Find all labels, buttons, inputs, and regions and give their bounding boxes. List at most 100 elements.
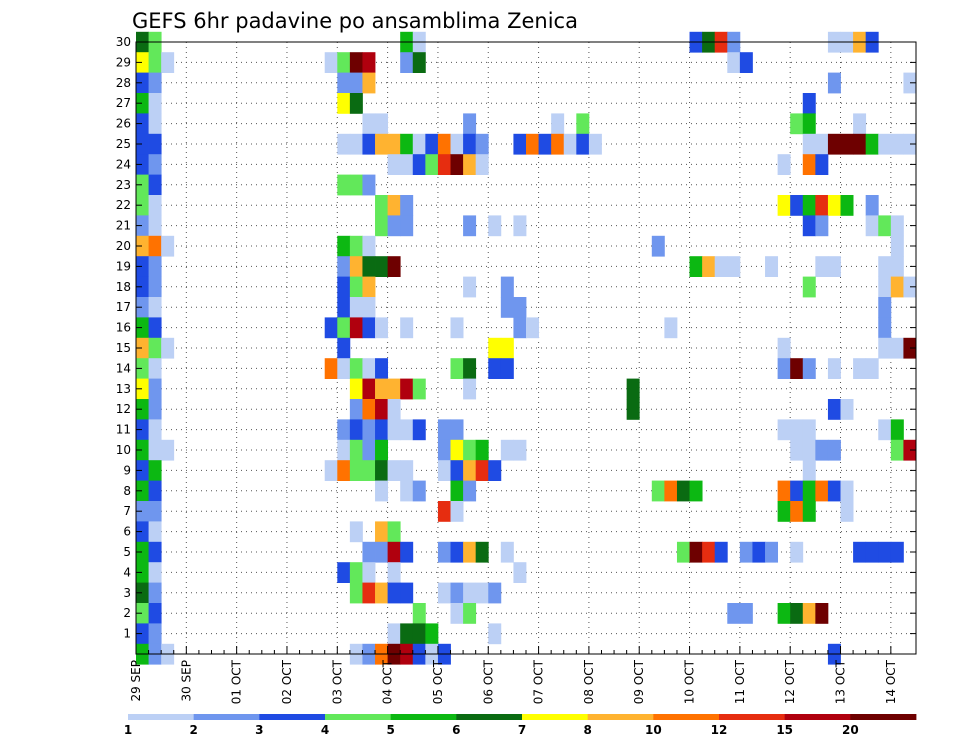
heatmap-cell	[878, 215, 892, 237]
heatmap-cell	[513, 215, 527, 237]
y-tick-label: 10	[116, 443, 131, 457]
heatmap-cell	[324, 358, 338, 379]
heatmap-cell	[349, 460, 363, 481]
heatmap-cell	[576, 133, 590, 155]
x-tick-label: 12 OCT	[783, 659, 797, 704]
heatmap-cell	[463, 276, 477, 298]
heatmap-cell	[148, 501, 162, 522]
heatmap-cell	[362, 297, 376, 318]
heatmap-cell	[148, 113, 162, 135]
y-tick-label: 15	[116, 341, 131, 355]
heatmap-cell	[790, 541, 804, 563]
heatmap-cell	[827, 439, 841, 461]
legend-label: 10	[645, 723, 662, 737]
heatmap-cell	[136, 72, 149, 94]
heatmap-cell	[890, 133, 904, 155]
y-tick-label: 2	[123, 606, 131, 620]
y-tick-label: 11	[116, 423, 131, 437]
heatmap-cell	[890, 337, 904, 359]
legend-swatch	[259, 714, 326, 720]
heatmap-cell	[136, 358, 149, 379]
heatmap-cell	[840, 195, 854, 216]
heatmap-cell	[148, 562, 162, 583]
heatmap-cell	[362, 174, 376, 196]
heatmap-cell	[148, 582, 162, 604]
heatmap-cell	[777, 195, 791, 216]
heatmap-cell	[689, 541, 703, 563]
heatmap-cell	[161, 235, 175, 257]
legend-swatch	[719, 714, 786, 720]
heatmap-cell	[437, 439, 451, 461]
heatmap-cell	[890, 215, 904, 237]
heatmap-cell	[362, 419, 376, 441]
heatmap-cell	[437, 501, 451, 522]
heatmap-cell	[802, 501, 816, 522]
y-tick-label: 24	[116, 157, 131, 171]
heatmap-cell	[437, 419, 451, 441]
heatmap-cell	[136, 215, 149, 237]
heatmap-cell	[777, 480, 791, 502]
heatmap-cell	[727, 256, 741, 277]
heatmap-cell	[148, 93, 162, 114]
heatmap-cell	[161, 337, 175, 359]
y-tick-label: 3	[123, 586, 131, 600]
heatmap-cell	[362, 72, 376, 94]
heatmap-cell	[136, 113, 149, 135]
heatmap-cell	[802, 460, 816, 481]
heatmap-cell	[437, 582, 451, 604]
heatmap-cell	[337, 133, 351, 155]
heatmap-cell	[136, 235, 149, 257]
heatmap-cell	[148, 358, 162, 379]
heatmap-cell	[136, 154, 149, 175]
x-tick-label: 01 OCT	[230, 659, 244, 704]
y-tick-label: 20	[116, 239, 131, 253]
y-tick-label: 7	[123, 504, 131, 518]
heatmap-cell	[500, 297, 514, 318]
heatmap-cell	[827, 399, 841, 420]
heatmap-cell	[777, 154, 791, 175]
heatmap-cell	[513, 133, 527, 155]
heatmap-cell	[802, 419, 816, 441]
heatmap-cell	[412, 480, 426, 502]
heatmap-cell	[513, 317, 527, 339]
heatmap-cell	[664, 317, 678, 339]
heatmap-cell	[349, 256, 363, 277]
heatmap-cell	[387, 419, 401, 441]
heatmap-cell	[375, 215, 389, 237]
heatmap-cell	[349, 419, 363, 441]
heatmap-cell	[337, 562, 351, 583]
heatmap-cell	[387, 460, 401, 481]
heatmap-cell	[412, 52, 426, 73]
heatmap-cell	[148, 378, 162, 400]
heatmap-cell	[475, 541, 489, 563]
heatmap-cell	[136, 52, 149, 73]
legend-swatch	[784, 714, 851, 720]
heatmap-cell	[400, 215, 414, 237]
heatmap-cell	[903, 439, 917, 461]
heatmap-cell	[777, 358, 791, 379]
heatmap-cell	[148, 439, 162, 461]
legend-label: 2	[189, 723, 197, 737]
y-tick-label: 25	[116, 137, 131, 151]
heatmap-cell	[375, 378, 389, 400]
heatmap-cell	[362, 133, 376, 155]
heatmap-cell	[513, 439, 527, 461]
y-tick-label: 23	[116, 178, 131, 192]
heatmap-cell	[802, 133, 816, 155]
heatmap-cell	[827, 133, 841, 155]
heatmap-cell	[136, 256, 149, 277]
heatmap-cell	[349, 358, 363, 379]
heatmap-cell	[387, 378, 401, 400]
heatmap-cell	[136, 297, 149, 318]
heatmap-cell	[463, 480, 477, 502]
heatmap-cell	[337, 317, 351, 339]
heatmap-cell	[878, 133, 892, 155]
heatmap-cell	[765, 256, 779, 277]
heatmap-cell	[337, 439, 351, 461]
heatmap-cell	[827, 195, 841, 216]
heatmap-cell	[714, 256, 728, 277]
heatmap-cell	[375, 521, 389, 543]
heatmap-cell	[337, 52, 351, 73]
legend-swatch	[390, 714, 457, 720]
heatmap-cell	[463, 358, 477, 379]
